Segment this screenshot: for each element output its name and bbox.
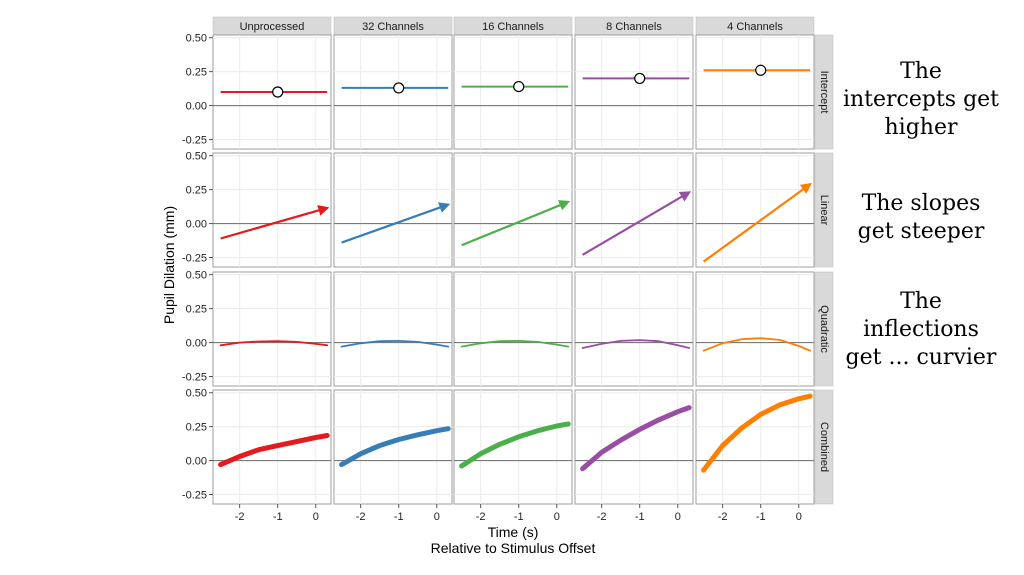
y-tick-label: 0.50 <box>186 388 207 400</box>
y-tick-label: 0.25 <box>186 67 207 79</box>
quadratic-curve <box>460 340 570 348</box>
panel <box>212 152 332 268</box>
x-tick-label: -2 <box>718 511 728 523</box>
combined-curve <box>339 426 451 468</box>
x-tick-label: 0 <box>554 511 560 523</box>
panel <box>453 34 573 150</box>
combined-curve <box>701 393 813 473</box>
annotation-inflections: The inflections get ... curvier <box>836 288 1006 372</box>
annotation-line: The <box>900 289 942 314</box>
y-tick-label: -0.25 <box>182 135 207 147</box>
panel <box>453 152 573 268</box>
panel <box>574 389 694 505</box>
x-tick-label: -1 <box>273 511 283 523</box>
panel <box>695 271 815 387</box>
x-axis-title: Time (s) <box>488 524 539 540</box>
panel <box>695 389 815 505</box>
x-tick-label: -1 <box>635 511 645 523</box>
x-tick-label: 0 <box>675 511 681 523</box>
panel <box>453 271 573 387</box>
slope-arrow <box>461 200 571 247</box>
quadratic-curve <box>219 340 329 347</box>
annotation-line: The slopes <box>861 191 981 216</box>
annotation-line: intercepts get <box>842 87 1000 112</box>
row-strip-label: Intercept <box>818 71 830 114</box>
y-tick-label: 0.50 <box>186 151 207 163</box>
quadratic-curve <box>581 339 691 349</box>
row-strip <box>814 34 834 150</box>
annotation-line: get steeper <box>857 219 985 244</box>
x-tick-label: -2 <box>235 511 245 523</box>
intercept-point <box>513 80 525 93</box>
panel <box>333 34 453 150</box>
y-tick-label: -0.25 <box>182 253 207 265</box>
panel <box>333 271 453 387</box>
y-tick-label: -0.25 <box>182 372 207 384</box>
x-tick-label: -1 <box>756 511 766 523</box>
x-tick-label: -1 <box>514 511 524 523</box>
slope-arrow <box>341 202 451 244</box>
annotation-intercepts: The intercepts get higher <box>836 58 1006 142</box>
x-tick-label: -2 <box>476 511 486 523</box>
combined-curve <box>218 433 330 468</box>
annotation-line: The <box>900 59 942 84</box>
panel <box>695 152 815 268</box>
combined-curve <box>580 405 692 472</box>
intercept-point <box>272 86 284 98</box>
x-tick-label: -2 <box>356 511 366 523</box>
panel <box>574 271 694 387</box>
panel <box>453 389 573 505</box>
slope-arrow <box>582 191 692 256</box>
x-tick-label: 0 <box>313 511 319 523</box>
row-strip <box>814 271 834 387</box>
row-strip <box>814 152 834 268</box>
y-tick-label: 0.00 <box>186 219 207 231</box>
row-strip-label: Quadratic <box>818 305 830 353</box>
combined-curve <box>459 421 571 469</box>
row-strip-label: Combined <box>818 422 830 472</box>
panel <box>695 34 815 150</box>
x-axis-subtitle: Relative to Stimulus Offset <box>431 540 596 556</box>
y-tick-label: 0.25 <box>186 422 207 434</box>
intercept-point <box>755 64 767 76</box>
y-tick-label: 0.50 <box>186 33 207 45</box>
column-strip-label: 32 Channels <box>362 21 424 33</box>
slope-arrow <box>220 205 330 240</box>
quadratic-curve <box>702 337 812 352</box>
column-strip-label: 4 Channels <box>727 21 783 33</box>
quadratic-curve <box>340 340 450 348</box>
x-tick-label: 0 <box>796 511 802 523</box>
row-strip <box>814 389 834 505</box>
x-tick-label: -1 <box>394 511 404 523</box>
annotation-slopes: The slopes get steeper <box>836 190 1006 246</box>
column-strip-label: 16 Channels <box>482 21 544 33</box>
x-tick-label: -2 <box>597 511 607 523</box>
y-tick-label: 0.00 <box>186 456 207 468</box>
x-tick-label: 0 <box>434 511 440 523</box>
panel <box>212 271 332 387</box>
panel <box>333 389 453 505</box>
y-axis-title: Pupil Dilation (mm) <box>161 206 177 324</box>
column-strip-label: Unprocessed <box>240 21 305 33</box>
column-strip-label: 8 Channels <box>606 21 662 33</box>
y-tick-label: -0.25 <box>182 490 207 502</box>
slope-arrow <box>702 182 812 263</box>
annotation-line: inflections <box>863 317 979 342</box>
y-tick-label: 0.25 <box>186 304 207 316</box>
row-strip-label: Linear <box>818 195 830 226</box>
y-tick-label: 0.00 <box>186 101 207 113</box>
annotation-line: get ... curvier <box>845 345 997 370</box>
panel <box>574 34 694 150</box>
y-tick-label: 0.00 <box>186 338 207 350</box>
y-tick-label: 0.50 <box>186 270 207 282</box>
intercept-point <box>634 72 646 85</box>
intercept-point <box>393 82 405 94</box>
annotation-line: higher <box>884 115 958 140</box>
y-tick-label: 0.25 <box>186 185 207 197</box>
